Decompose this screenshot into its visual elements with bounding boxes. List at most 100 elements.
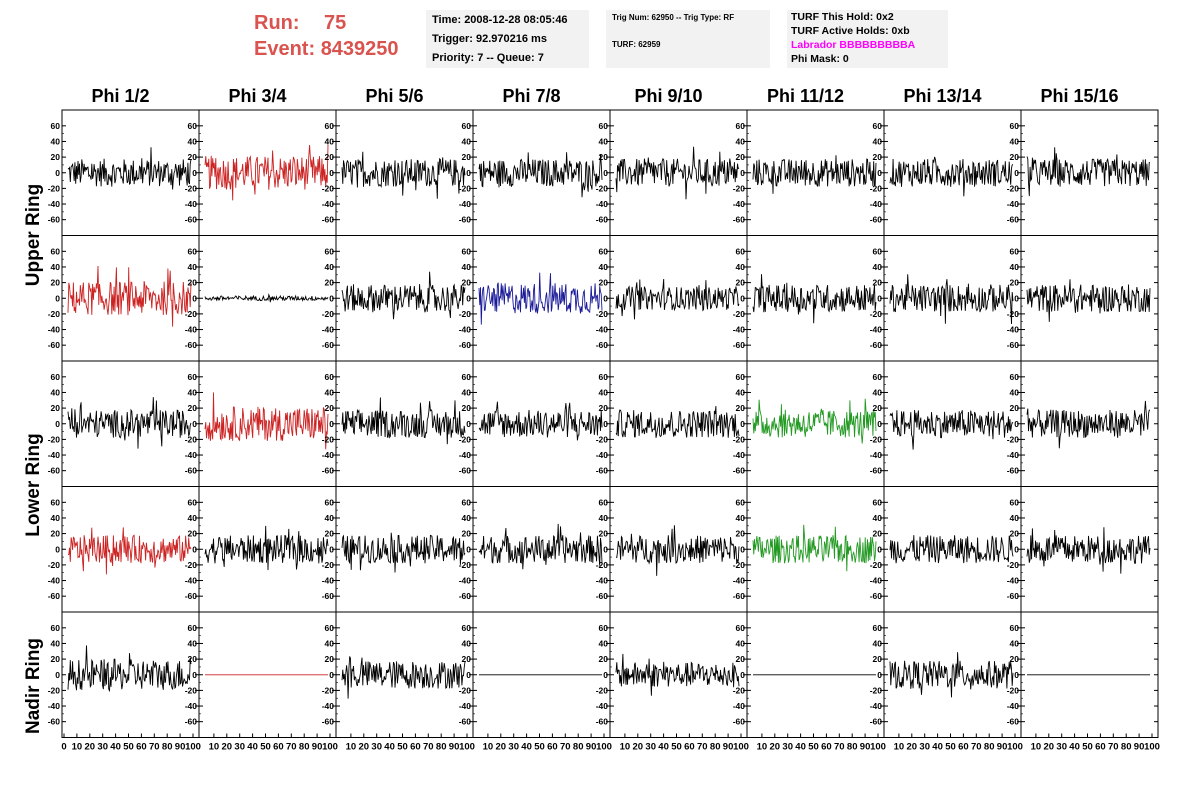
y-tick-label: -20 — [322, 434, 335, 444]
waveform-trace — [752, 524, 877, 572]
y-tick-label: 20 — [325, 403, 335, 413]
waveform-trace — [1026, 527, 1151, 574]
turf-hold-text: TURF This Hold: 0x2 — [791, 11, 894, 23]
column-header-phi-3-4: Phi 3/4 — [228, 86, 287, 106]
x-tick-label: 40 — [384, 742, 395, 753]
column-header-phi-1-2: Phi 1/2 — [91, 86, 150, 106]
waveform-trace — [341, 271, 466, 320]
y-tick-label: -40 — [870, 701, 883, 711]
x-tick-label: 50 — [260, 742, 271, 753]
x-tick-label: 100 — [322, 742, 338, 753]
y-tick-label: -40 — [185, 199, 198, 209]
y-tick-label: 0 — [603, 293, 608, 303]
y-tick-label: 0 — [329, 168, 334, 178]
y-tick-label: 20 — [325, 654, 335, 664]
y-tick-label: -60 — [48, 466, 61, 476]
x-tick-label: 70 — [149, 742, 160, 753]
y-tick-label: -40 — [48, 576, 61, 586]
x-tick-label: 100 — [1007, 742, 1023, 753]
y-tick-label: 40 — [599, 638, 609, 648]
x-tick-label: 70 — [971, 742, 982, 753]
y-tick-label: -20 — [1007, 183, 1020, 193]
waveform-trace — [478, 152, 603, 198]
y-tick-label: -40 — [185, 576, 198, 586]
x-tick-label: 90 — [312, 742, 323, 753]
y-tick-label: -60 — [733, 340, 746, 350]
y-tick-label: 40 — [325, 638, 335, 648]
x-tick-label: 50 — [945, 742, 956, 753]
y-tick-label: -60 — [1007, 591, 1020, 601]
x-tick-label: 10 — [483, 742, 494, 753]
y-tick-label: 60 — [325, 372, 335, 382]
y-tick-label: -60 — [459, 717, 472, 727]
x-tick-label: 80 — [299, 742, 310, 753]
y-tick-label: 60 — [736, 246, 746, 256]
y-tick-label: 0 — [740, 419, 745, 429]
y-tick-label: 60 — [873, 246, 883, 256]
y-tick-label: -40 — [870, 576, 883, 586]
y-tick-label: 0 — [740, 168, 745, 178]
x-tick-label: 20 — [1044, 742, 1055, 753]
y-tick-label: -60 — [1007, 717, 1020, 727]
x-tick-label: 80 — [847, 742, 858, 753]
waveform-trace — [752, 155, 877, 194]
waveform-trace — [67, 527, 192, 575]
y-tick-label: 20 — [462, 403, 472, 413]
column-header-phi-13-14: Phi 13/14 — [903, 86, 982, 106]
y-tick-label: -20 — [870, 309, 883, 319]
y-tick-label: 0 — [466, 544, 471, 554]
y-tick-label: 0 — [877, 293, 882, 303]
x-tick-label: 60 — [410, 742, 421, 753]
y-tick-label: -60 — [322, 466, 335, 476]
y-tick-label: 40 — [462, 262, 472, 272]
y-tick-label: 40 — [51, 387, 61, 397]
y-tick-label: -60 — [48, 717, 61, 727]
waveform-trace — [615, 278, 740, 320]
y-tick-label: -40 — [459, 199, 472, 209]
y-tick-label: -20 — [1007, 685, 1020, 695]
y-tick-label: -40 — [1007, 576, 1020, 586]
priority-text: Priority: 7 -- Queue: 7 — [432, 52, 544, 64]
y-tick-label: 20 — [1010, 529, 1020, 539]
x-tick-label: 100 — [596, 742, 612, 753]
waveform-trace — [478, 523, 603, 570]
y-tick-label: -40 — [596, 701, 609, 711]
waveform-trace — [889, 274, 1014, 325]
x-tick-label: 60 — [547, 742, 558, 753]
y-tick-label: -20 — [185, 685, 198, 695]
y-tick-label: -20 — [1007, 309, 1020, 319]
y-tick-label: 40 — [51, 262, 61, 272]
y-tick-label: -20 — [596, 560, 609, 570]
waveform-trace — [889, 409, 1014, 450]
x-tick-label: 80 — [573, 742, 584, 753]
y-tick-label: 60 — [736, 623, 746, 633]
y-tick-label: -20 — [1007, 434, 1020, 444]
y-tick-label: -20 — [48, 309, 61, 319]
y-tick-label: 0 — [329, 670, 334, 680]
y-tick-label: 60 — [325, 121, 335, 131]
x-tick-label: 20 — [85, 742, 96, 753]
y-tick-label: 60 — [51, 246, 61, 256]
y-tick-label: -60 — [185, 717, 198, 727]
x-tick-label: 30 — [234, 742, 245, 753]
y-tick-label: 60 — [188, 497, 198, 507]
y-tick-label: 40 — [188, 262, 198, 272]
y-tick-label: 0 — [466, 168, 471, 178]
y-tick-label: -40 — [185, 701, 198, 711]
waveform-trace — [67, 147, 192, 190]
x-tick-label: 30 — [1056, 742, 1067, 753]
x-tick-label: 30 — [97, 742, 108, 753]
event-label: Event: — [254, 38, 316, 60]
y-tick-label: -20 — [870, 560, 883, 570]
x-tick-label: 100 — [1144, 742, 1160, 753]
x-tick-label: 20 — [359, 742, 370, 753]
y-tick-label: -40 — [733, 450, 746, 460]
y-tick-label: -60 — [596, 717, 609, 727]
y-tick-label: 20 — [736, 152, 746, 162]
y-tick-label: -40 — [48, 325, 61, 335]
y-tick-label: 20 — [325, 152, 335, 162]
waveform-trace — [615, 146, 740, 200]
x-tick-label: 60 — [684, 742, 695, 753]
y-tick-label: 20 — [188, 654, 198, 664]
